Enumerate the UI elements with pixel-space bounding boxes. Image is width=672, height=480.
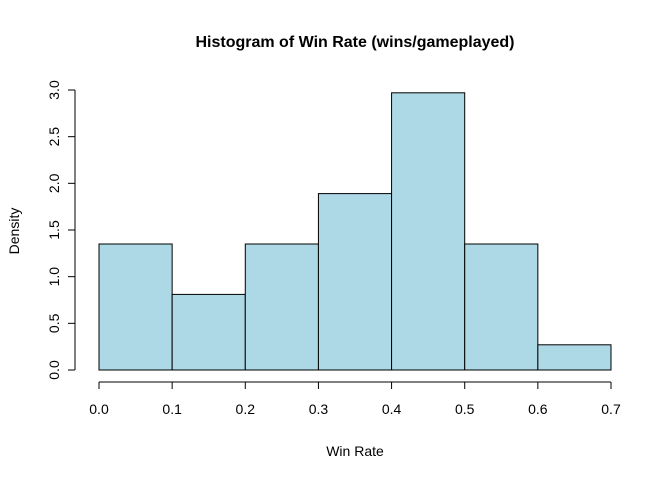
histogram-bar-2 xyxy=(171,293,246,371)
x-tick-label: 0.3 xyxy=(309,401,329,417)
histogram-bar-3 xyxy=(244,243,319,371)
y-tick-label: 3.0 xyxy=(46,80,62,100)
histogram-bar-5 xyxy=(391,92,466,371)
histogram-bar-1 xyxy=(98,243,173,371)
y-tick-label: 2.0 xyxy=(46,173,62,193)
x-tick-label: 0.4 xyxy=(382,401,402,417)
y-axis: 0.0 0.5 1.0 1.5 2.0 2.5 3.0 xyxy=(46,80,76,380)
histogram-bar-6 xyxy=(464,243,539,371)
chart-title: Histogram of Win Rate (wins/gameplayed) xyxy=(195,34,514,51)
x-axis: 0.0 0.1 0.2 0.3 0.4 0.5 0.6 0.7 xyxy=(89,381,621,417)
y-tick-label: 1.0 xyxy=(46,267,62,287)
x-tick-label: 0.5 xyxy=(455,401,475,417)
histogram-bar-4 xyxy=(317,193,393,371)
histogram-bar-7 xyxy=(537,344,612,371)
x-tick-label: 0.1 xyxy=(162,401,182,417)
x-axis-label: Win Rate xyxy=(326,443,384,459)
x-tick-label: 0.0 xyxy=(89,401,109,417)
y-axis-label: Density xyxy=(6,208,22,255)
y-tick-label: 1.5 xyxy=(46,220,62,240)
y-tick-label: 0.0 xyxy=(46,360,62,380)
x-tick-label: 0.7 xyxy=(601,401,621,417)
x-tick-label: 0.6 xyxy=(528,401,548,417)
bars-group xyxy=(98,92,612,371)
x-tick-label: 0.2 xyxy=(236,401,256,417)
y-tick-label: 2.5 xyxy=(46,127,62,147)
y-tick-label: 0.5 xyxy=(46,313,62,333)
